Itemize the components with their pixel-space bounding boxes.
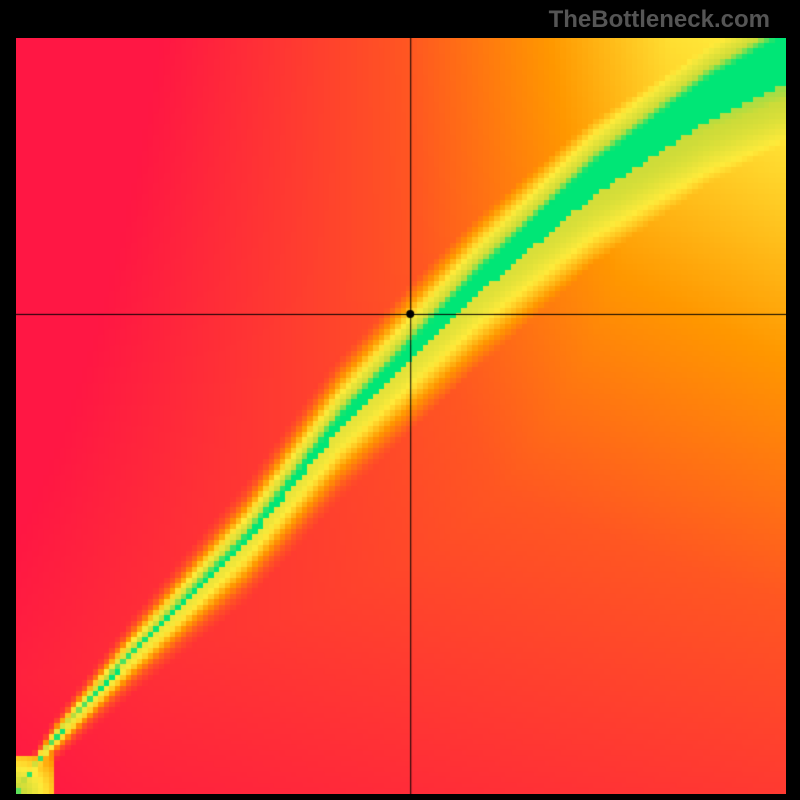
- watermark-label: TheBottleneck.com: [549, 6, 770, 34]
- chart-container: TheBottleneck.com: [0, 0, 800, 800]
- bottleneck-heatmap: [16, 38, 786, 794]
